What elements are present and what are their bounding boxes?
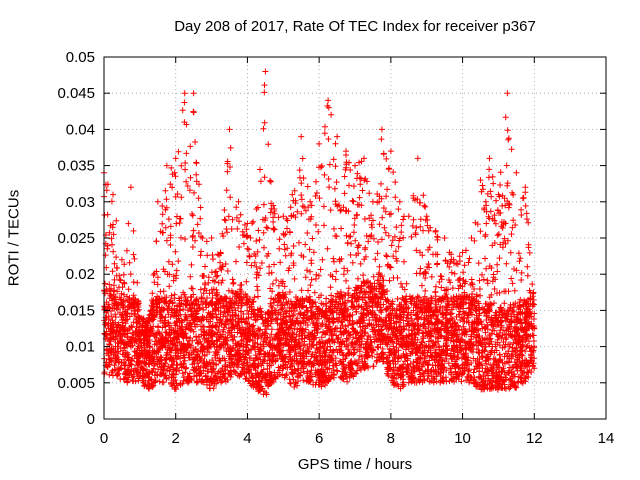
y-tick-label: 0.04 xyxy=(66,121,95,138)
x-tick-label: 8 xyxy=(387,430,395,447)
y-tick-label: 0.01 xyxy=(66,339,95,356)
y-tick-label: 0.025 xyxy=(57,230,95,247)
data-points xyxy=(101,68,538,398)
y-tick-label: 0.035 xyxy=(57,158,95,175)
y-tick-label: 0.03 xyxy=(66,194,95,211)
y-tick-label: 0 xyxy=(87,411,95,428)
y-tick-label: 0.015 xyxy=(57,302,95,319)
x-tick-label: 2 xyxy=(172,430,180,447)
chart-title: Day 208 of 2017, Rate Of TEC Index for r… xyxy=(174,18,536,35)
x-tick-labels: 0 2 4 6 8 10 12 14 xyxy=(100,430,615,447)
x-tick-label: 6 xyxy=(315,430,323,447)
series-0-points xyxy=(101,68,538,398)
y-tick-label: 0.05 xyxy=(66,49,95,66)
x-axis-label: GPS time / hours xyxy=(297,456,413,473)
x-tick-label: 14 xyxy=(598,430,615,447)
y-tick-label: 0.02 xyxy=(66,266,95,283)
tick-marks xyxy=(103,56,607,420)
x-tick-label: 4 xyxy=(243,430,251,447)
x-tick-label: 12 xyxy=(526,430,543,447)
y-tick-label: 0.045 xyxy=(57,85,95,102)
y-tick-labels: 0 0.005 0.01 0.015 0.02 0.025 0.03 0.035 0.04 0.0… xyxy=(57,49,95,428)
y-tick-label: 0.005 xyxy=(57,375,95,392)
x-tick-label: 0 xyxy=(100,430,108,447)
x-tick-label: 10 xyxy=(454,430,471,447)
